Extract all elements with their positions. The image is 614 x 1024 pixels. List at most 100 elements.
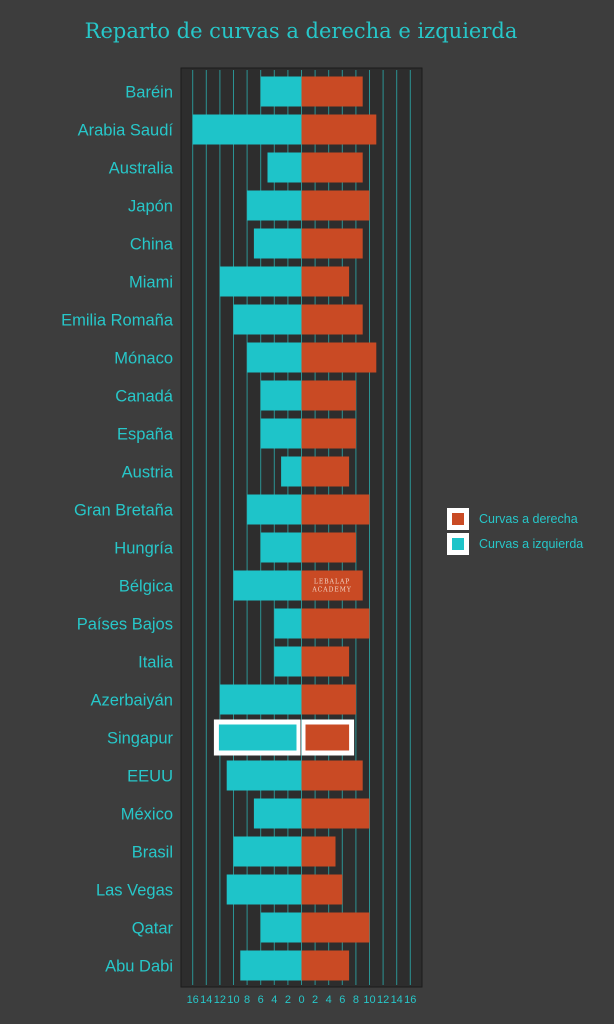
- bar-left: [253, 798, 302, 829]
- bar-left: [260, 418, 302, 449]
- bar-left: [253, 228, 302, 259]
- bar-right: [301, 304, 363, 335]
- legend-label: Curvas a izquierda: [479, 537, 583, 551]
- bar-right: [301, 608, 370, 639]
- bar-left: [226, 760, 302, 791]
- bar-left: [247, 494, 302, 525]
- bar-right: [301, 380, 356, 411]
- bar-left: [260, 76, 302, 107]
- bar-left: [218, 724, 297, 751]
- bar-right: [301, 912, 370, 943]
- bar-left: [233, 836, 302, 867]
- category-label: Singapur: [107, 730, 174, 748]
- bar-right: [301, 950, 350, 981]
- x-tick-labels: 16 14 12 10 8 6 4 2 0 2 4 6 8 10 12 14 16: [187, 994, 417, 1006]
- category-label: Italia: [138, 654, 174, 672]
- bar-right: [301, 190, 370, 221]
- bar-right: [305, 724, 350, 751]
- x-tick-label: 4: [326, 994, 332, 1006]
- x-tick-label: 2: [285, 994, 291, 1006]
- bar-left: [233, 304, 302, 335]
- legend-label: Curvas a derecha: [479, 512, 578, 526]
- grid-lines: [192, 70, 411, 985]
- x-tick-label: 12: [377, 994, 389, 1006]
- category-label: Arabia Saudí: [78, 122, 174, 140]
- category-label: Bélgica: [119, 578, 174, 596]
- bar-right: [301, 342, 377, 373]
- bar-left: [233, 570, 302, 601]
- x-tick-label: 16: [404, 994, 416, 1006]
- bar-left: [260, 380, 302, 411]
- category-label: Países Bajos: [77, 616, 173, 634]
- category-label: Azerbaiyán: [90, 692, 173, 710]
- category-label: Hungría: [114, 540, 174, 558]
- bar-left: [281, 456, 302, 487]
- highlight-group: [213, 719, 355, 756]
- bar-left: [267, 152, 302, 183]
- x-tick-label: 10: [227, 994, 239, 1006]
- bar-right: [301, 494, 370, 525]
- watermark-text: ACADEMY: [311, 587, 352, 594]
- category-label: Canadá: [115, 388, 174, 406]
- category-label: Emilia Romaña: [61, 312, 174, 330]
- category-label: Australia: [109, 160, 174, 178]
- category-label: Baréin: [125, 84, 173, 102]
- x-tick-label: 8: [353, 994, 359, 1006]
- legend: Curvas a derecha Curvas a izquierda: [447, 508, 583, 555]
- category-label: Gran Bretaña: [74, 502, 174, 520]
- bar-left: [274, 608, 302, 639]
- category-labels: Baréin Arabia Saudí Australia Japón China Mia…: [61, 84, 174, 976]
- x-tick-label: 10: [363, 994, 375, 1006]
- bar-right: [301, 456, 350, 487]
- x-tick-label: 14: [200, 994, 212, 1006]
- bar-right: [301, 760, 363, 791]
- category-label: EEUU: [127, 768, 173, 786]
- category-label: Qatar: [132, 920, 174, 938]
- category-label: España: [117, 426, 174, 444]
- bar-left: [247, 190, 302, 221]
- bar-left: [247, 342, 302, 373]
- legend-swatch: [452, 513, 464, 525]
- bar-left: [260, 912, 302, 943]
- bar-left: [219, 266, 302, 297]
- x-tick-label: 16: [187, 994, 199, 1006]
- category-label: Abu Dabi: [105, 958, 173, 976]
- category-label: Brasil: [132, 844, 173, 862]
- x-tick-label: 8: [244, 994, 250, 1006]
- category-label: Las Vegas: [96, 882, 173, 900]
- category-label: Mónaco: [114, 350, 173, 368]
- bar-right: [301, 684, 356, 715]
- x-tick-label: 14: [391, 994, 403, 1006]
- category-label: Austria: [122, 464, 174, 482]
- category-label: Miami: [129, 274, 173, 292]
- bar-right: [301, 266, 350, 297]
- bar-left: [226, 874, 302, 905]
- bar-right: [301, 570, 363, 601]
- bar-right: [301, 646, 350, 677]
- bar-left: [192, 114, 302, 145]
- bar-right: [301, 418, 356, 449]
- bar-left: [219, 684, 302, 715]
- x-tick-label: 0: [298, 994, 304, 1006]
- category-label: Japón: [128, 198, 173, 216]
- bar-right: [301, 532, 356, 563]
- bar-right: [301, 228, 363, 259]
- x-tick-label: 6: [339, 994, 345, 1006]
- bar-right: [301, 76, 363, 107]
- bar-right: [301, 874, 343, 905]
- x-tick-label: 2: [312, 994, 318, 1006]
- chart-title: Reparto de curvas a derecha e izquierda: [85, 19, 518, 43]
- bar-left: [240, 950, 302, 981]
- bar-right: [301, 798, 370, 829]
- category-label: México: [121, 806, 173, 824]
- x-tick-label: 4: [271, 994, 277, 1006]
- x-tick-label: 6: [258, 994, 264, 1006]
- x-tick-label: 12: [214, 994, 226, 1006]
- bar-right: [301, 114, 377, 145]
- bar-right: [301, 152, 363, 183]
- bar-right: [301, 836, 336, 867]
- bar-left: [274, 646, 302, 677]
- category-label: China: [130, 236, 174, 254]
